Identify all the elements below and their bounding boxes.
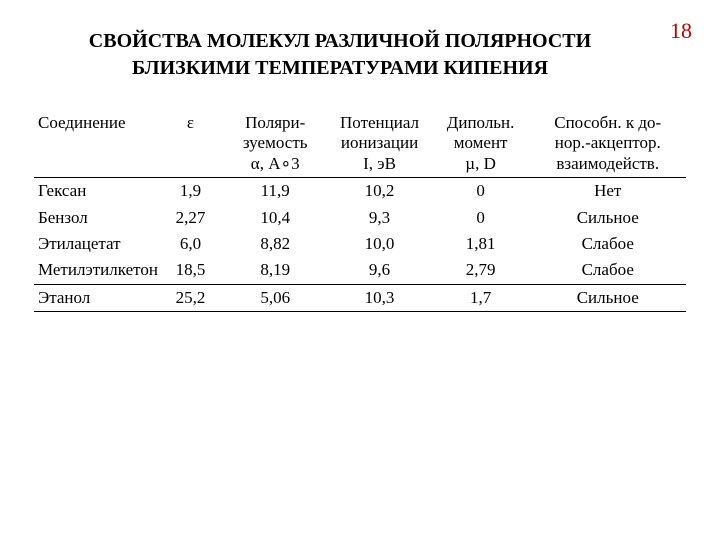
col-dipole: Дипольн. момент µ, D [432,110,530,178]
properties-table-wrap: Соединение ε Поляри- зуемость α, A∘3 Пот… [34,110,686,312]
table-row: Этанол25,25,0610,31,7Сильное [34,284,686,311]
col-dipole-l3: µ, D [465,154,496,173]
cell-dipole: 1,7 [432,284,530,311]
cell-eps: 25,2 [158,284,223,311]
col-compound: Соединение [34,110,158,178]
col-ioniz-l3: I, эВ [363,154,396,173]
cell-compound: Этанол [34,284,158,311]
cell-polar: 5,06 [223,284,327,311]
col-polar-l3: α, A∘3 [251,154,300,173]
cell-dipole: 2,79 [432,257,530,284]
title-line-1: СВОЙСТВА МОЛЕКУЛ РАЗЛИЧНОЙ ПОЛЯРНОСТИ [89,30,591,52]
cell-ioniz: 10,3 [327,284,431,311]
cell-polar: 11,9 [223,178,327,205]
col-ioniz-l1: Потенциал [340,113,419,132]
cell-dipole: 0 [432,178,530,205]
table-row: Метилэтилкетон18,58,199,62,79Слабое [34,257,686,284]
col-dipole-l2: момент [454,133,508,152]
cell-donor: Слабое [529,231,686,257]
cell-dipole: 1,81 [432,231,530,257]
cell-donor: Слабое [529,257,686,284]
cell-compound: Метилэтилкетон [34,257,158,284]
cell-polar: 8,82 [223,231,327,257]
cell-donor: Нет [529,178,686,205]
cell-eps: 1,9 [158,178,223,205]
cell-polar: 8,19 [223,257,327,284]
col-dipole-l1: Дипольн. [447,113,515,132]
page-title: СВОЙСТВА МОЛЕКУЛ РАЗЛИЧНОЙ ПОЛЯРНОСТИ БЛ… [0,0,720,82]
table-row: Гексан1,911,910,20Нет [34,178,686,205]
cell-eps: 6,0 [158,231,223,257]
cell-ioniz: 10,0 [327,231,431,257]
cell-compound: Бензол [34,205,158,231]
cell-compound: Гексан [34,178,158,205]
table-row: Бензол2,2710,49,30Сильное [34,205,686,231]
col-donor-l1: Способн. к до- [554,113,661,132]
col-polar-l2: зуемость [243,133,308,152]
col-donor-l3: взаимодейств. [556,154,659,173]
cell-ioniz: 10,2 [327,178,431,205]
col-polar-l1: Поляри- [245,113,305,132]
properties-table: Соединение ε Поляри- зуемость α, A∘3 Пот… [34,110,686,312]
cell-compound: Этилацетат [34,231,158,257]
table-body: Гексан1,911,910,20НетБензол2,2710,49,30С… [34,178,686,312]
table-header-row: Соединение ε Поляри- зуемость α, A∘3 Пот… [34,110,686,178]
cell-donor: Сильное [529,284,686,311]
cell-eps: 2,27 [158,205,223,231]
col-donor-acceptor: Способн. к до- нор.-акцептор. взаимодейс… [529,110,686,178]
cell-eps: 18,5 [158,257,223,284]
cell-ioniz: 9,6 [327,257,431,284]
cell-donor: Сильное [529,205,686,231]
col-eps: ε [158,110,223,178]
col-ionization: Потенциал ионизации I, эВ [327,110,431,178]
col-ioniz-l2: ионизации [341,133,418,152]
cell-polar: 10,4 [223,205,327,231]
table-row: Этилацетат6,08,8210,01,81Слабое [34,231,686,257]
col-donor-l2: нор.-акцептор. [555,133,661,152]
page-number: 18 [670,18,692,44]
col-polarizability: Поляри- зуемость α, A∘3 [223,110,327,178]
title-line-2: БЛИЗКИМИ ТЕМПЕРАТУРАМИ КИПЕНИЯ [132,57,548,79]
cell-dipole: 0 [432,205,530,231]
cell-ioniz: 9,3 [327,205,431,231]
